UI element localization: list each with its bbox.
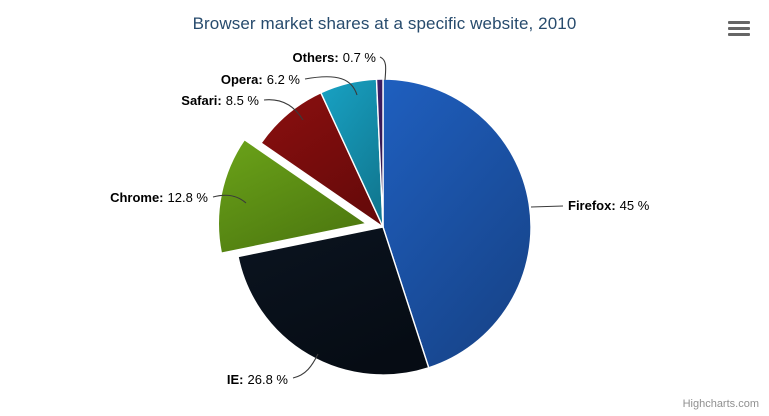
- hamburger-menu-icon[interactable]: [727, 18, 751, 40]
- connector-safari: [263, 99, 304, 121]
- pie-slice-chrome[interactable]: [217, 138, 368, 254]
- data-label-firefox: Firefox: 45 %: [568, 198, 650, 213]
- connector-others: [379, 56, 387, 81]
- data-label-name: Chrome:: [110, 190, 163, 205]
- chart-title: Browser market shares at a specific webs…: [192, 14, 577, 33]
- data-label-name: Safari:: [181, 93, 221, 108]
- connector-ie: [292, 353, 319, 379]
- data-label-others: Others: 0.7 %: [293, 50, 377, 65]
- connector-firefox: [530, 205, 564, 208]
- data-label-value: 0.7 %: [343, 50, 377, 65]
- data-label-name: Others:: [293, 50, 339, 65]
- data-label-value: 6.2 %: [267, 72, 301, 87]
- data-label-value: 26.8 %: [248, 372, 289, 387]
- pie-slice-ie[interactable]: [237, 226, 430, 376]
- hamburger-bar-1: [728, 21, 750, 24]
- hamburger-bar-2: [728, 27, 750, 30]
- data-label-name: Firefox:: [568, 198, 616, 213]
- data-label-connectors-group: [212, 56, 564, 379]
- data-labels-group: Firefox: 45 % IE: 26.8 % Chrome: 12.8 % Safari…: [110, 50, 650, 387]
- data-label-name: Opera:: [221, 72, 263, 87]
- pie-slice-others[interactable]: [375, 78, 384, 228]
- connector-opera: [304, 76, 358, 96]
- pie-slice-firefox[interactable]: [382, 78, 532, 369]
- data-label-value: 45 %: [620, 198, 650, 213]
- hamburger-bar-3: [728, 33, 750, 36]
- data-label-value: 8.5 %: [226, 93, 260, 108]
- data-label-chrome: Chrome: 12.8 %: [110, 190, 208, 205]
- connector-chrome: [212, 194, 247, 204]
- data-label-value: 12.8 %: [168, 190, 209, 205]
- pie-slices-group: [217, 78, 532, 376]
- data-label-safari: Safari: 8.5 %: [181, 93, 259, 108]
- data-label-name: IE:: [227, 372, 244, 387]
- credits-link[interactable]: Highcharts.com: [682, 398, 759, 410]
- data-label-ie: IE: 26.8 %: [227, 372, 289, 387]
- data-label-opera: Opera: 6.2 %: [221, 72, 301, 87]
